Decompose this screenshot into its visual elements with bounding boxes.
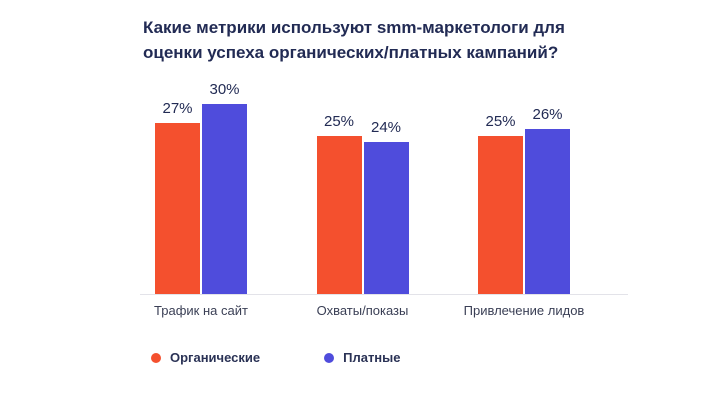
legend-swatch-paid-icon [324,352,335,363]
bar-column: 24% [363,119,409,294]
legend-label-organic: Органические [170,350,261,365]
bar-group: 25% 26% [478,106,570,294]
category-label: Охваты/показы [316,303,409,318]
legend-swatch-organic-icon [151,352,161,363]
chart-title: Какие метрики используют smm-маркетологи… [143,18,565,62]
bar-column: 25% [478,113,523,294]
bar [363,142,409,294]
legend-item-paid: Платные [324,350,401,365]
bar [478,136,523,294]
data-label: 24% [370,119,402,136]
data-label: 27% [162,100,193,117]
category-labels: Трафик на сайт Охваты/показы Привлечение л… [140,303,628,318]
bar [155,123,200,294]
legend-item-organic: Органические [151,350,260,365]
data-label: 25% [323,113,355,130]
bar-group: 25% 24% [316,113,409,294]
bar [202,104,247,294]
legend-label-paid: Платные [343,350,401,365]
data-label: 30% [209,81,240,98]
bar-column: 25% [316,113,362,294]
bar-group: 27% 30% [155,81,247,294]
bar-column: 30% [202,81,247,294]
category-label: Трафик на сайт [154,303,248,318]
bar [525,129,570,294]
bar-groups: 27% 30% 25% 24% 25% 26% [140,74,628,294]
bar [316,136,362,294]
bar-column: 27% [155,100,200,294]
data-label: 25% [485,113,516,130]
data-label: 26% [532,106,563,123]
category-label: Привлечение лидов [463,303,585,318]
plot-area: 27% 30% 25% 24% 25% 26% [140,74,628,295]
bar-column: 26% [525,106,570,294]
legend: Органические Платные [151,350,401,365]
